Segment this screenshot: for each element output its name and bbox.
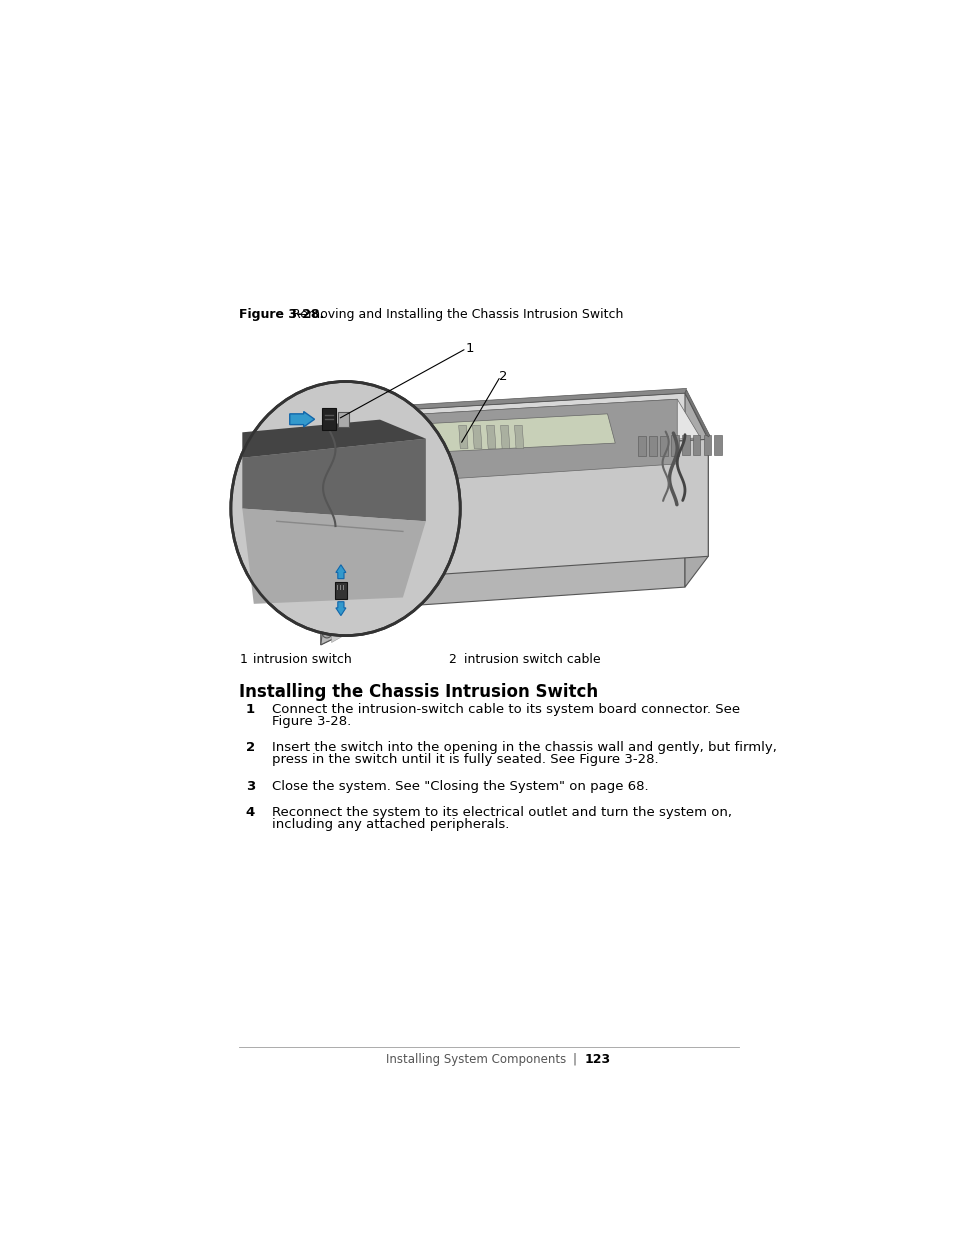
Polygon shape	[399, 410, 421, 606]
Polygon shape	[242, 420, 425, 458]
Polygon shape	[422, 414, 615, 452]
Polygon shape	[384, 399, 677, 483]
Text: 4: 4	[245, 805, 254, 819]
Text: 3: 3	[245, 779, 254, 793]
Circle shape	[322, 629, 332, 638]
Text: 1: 1	[465, 342, 474, 356]
Polygon shape	[332, 600, 393, 642]
Polygon shape	[684, 393, 707, 587]
Text: Insert the switch into the opening in the chassis wall and gently, but firmly,: Insert the switch into the opening in th…	[272, 741, 776, 755]
FancyArrow shape	[290, 411, 314, 427]
Polygon shape	[330, 588, 394, 630]
Polygon shape	[649, 436, 657, 456]
Polygon shape	[399, 393, 707, 456]
Polygon shape	[324, 489, 396, 530]
Text: intrusion switch cable: intrusion switch cable	[464, 652, 600, 666]
Text: 1: 1	[239, 652, 247, 666]
Polygon shape	[659, 436, 667, 456]
Polygon shape	[681, 435, 689, 456]
Polygon shape	[703, 435, 711, 454]
Polygon shape	[714, 435, 721, 454]
Polygon shape	[328, 576, 394, 618]
Text: Installing the Chassis Intrusion Switch: Installing the Chassis Intrusion Switch	[239, 683, 598, 701]
Polygon shape	[486, 425, 496, 448]
Text: 2: 2	[498, 370, 507, 383]
Polygon shape	[638, 436, 645, 456]
Polygon shape	[324, 573, 396, 613]
Polygon shape	[242, 438, 425, 521]
Text: press in the switch until it is fully seated. See Figure 3-28.: press in the switch until it is fully se…	[272, 753, 658, 767]
Polygon shape	[692, 435, 700, 454]
Text: including any attached peripherals.: including any attached peripherals.	[272, 818, 509, 831]
Text: 123: 123	[583, 1053, 610, 1066]
Polygon shape	[242, 509, 425, 604]
Polygon shape	[324, 508, 396, 548]
Polygon shape	[384, 399, 700, 454]
Polygon shape	[399, 456, 421, 606]
Polygon shape	[324, 582, 396, 621]
Text: Installing System Components: Installing System Components	[386, 1053, 566, 1066]
Polygon shape	[324, 555, 396, 594]
Text: Figure 3-28.: Figure 3-28.	[239, 308, 324, 321]
Polygon shape	[458, 425, 468, 448]
Polygon shape	[320, 576, 421, 645]
Polygon shape	[514, 425, 523, 448]
Polygon shape	[324, 545, 396, 585]
Polygon shape	[670, 436, 679, 456]
FancyArrow shape	[335, 601, 346, 615]
Text: Close the system. See "Closing the System" on page 68.: Close the system. See "Closing the Syste…	[272, 779, 648, 793]
FancyArrow shape	[335, 564, 346, 579]
Polygon shape	[324, 563, 396, 603]
Polygon shape	[320, 487, 399, 645]
Polygon shape	[399, 393, 684, 606]
FancyBboxPatch shape	[335, 582, 347, 599]
Text: Connect the intrusion-switch cable to its system board connector. See: Connect the intrusion-switch cable to it…	[272, 703, 740, 715]
Polygon shape	[472, 425, 481, 448]
Polygon shape	[324, 526, 396, 567]
FancyBboxPatch shape	[337, 411, 348, 427]
Text: Removing and Installing the Chassis Intrusion Switch: Removing and Installing the Chassis Intr…	[292, 308, 623, 321]
Circle shape	[322, 529, 332, 537]
Text: 1: 1	[246, 703, 254, 715]
Polygon shape	[324, 517, 396, 557]
Polygon shape	[324, 499, 396, 538]
Polygon shape	[684, 390, 709, 437]
FancyBboxPatch shape	[322, 409, 335, 430]
Polygon shape	[324, 536, 396, 576]
Polygon shape	[399, 389, 686, 410]
Text: 2: 2	[448, 652, 456, 666]
Text: Figure 3-28.: Figure 3-28.	[272, 715, 351, 727]
Text: |: |	[572, 1053, 576, 1066]
Text: 2: 2	[246, 741, 254, 755]
Polygon shape	[324, 592, 396, 631]
Text: intrusion switch: intrusion switch	[253, 652, 352, 666]
Ellipse shape	[231, 382, 459, 636]
Text: Reconnect the system to its electrical outlet and turn the system on,: Reconnect the system to its electrical o…	[272, 805, 731, 819]
Polygon shape	[500, 425, 509, 448]
Polygon shape	[421, 440, 707, 576]
